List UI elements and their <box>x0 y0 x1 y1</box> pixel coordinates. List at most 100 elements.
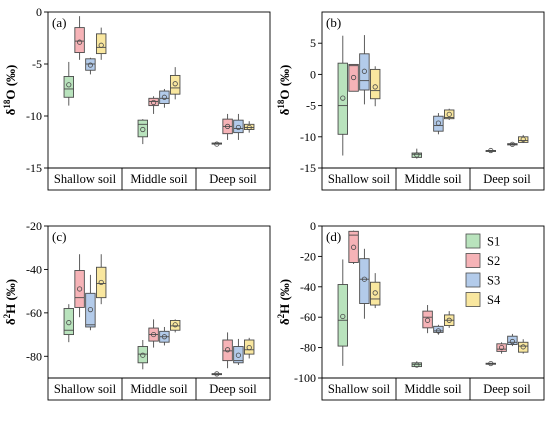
y-tick-label: -40 <box>300 280 316 294</box>
mean-marker <box>414 152 420 158</box>
mean-marker <box>214 371 220 377</box>
y-tick-label: -5 <box>32 57 42 71</box>
mean-marker <box>66 320 72 326</box>
box-S2 <box>74 270 85 308</box>
box-S1 <box>337 284 348 347</box>
box-S4 <box>518 341 529 353</box>
box-S4 <box>370 281 381 306</box>
legend-label: S4 <box>487 293 501 307</box>
box-S4 <box>95 33 107 55</box>
box-S4 <box>169 320 181 331</box>
category-label: Middle soil <box>404 382 462 396</box>
box-S2 <box>496 343 507 352</box>
category-label: Shallow soil <box>54 172 117 186</box>
box-S3 <box>233 119 244 134</box>
mean-marker <box>246 344 252 351</box>
mean-marker <box>214 141 220 147</box>
mean-marker <box>87 306 94 313</box>
y-tick-label: -60 <box>300 310 316 324</box>
mean-marker <box>151 331 157 338</box>
mean-marker <box>350 74 357 81</box>
y-tick-label: -100 <box>294 371 316 385</box>
y-tick-label: -80 <box>26 349 42 363</box>
mean-marker <box>140 126 146 133</box>
panel-label: (c) <box>52 229 66 244</box>
mean-marker <box>372 290 378 296</box>
mean-marker <box>446 317 452 323</box>
mean-marker <box>520 344 526 350</box>
box-S1 <box>63 308 75 336</box>
box-S2 <box>148 97 159 107</box>
category-label: Shallow soil <box>54 382 117 396</box>
mean-marker <box>424 317 431 323</box>
mean-marker <box>98 279 104 286</box>
mean-marker <box>98 42 104 48</box>
category-label: Shallow soil <box>328 382 391 396</box>
y-axis-label: δ2H (‰) <box>276 279 292 325</box>
mean-marker <box>488 147 494 154</box>
category-label: Middle soil <box>130 172 188 186</box>
y-axis-label: δ18O (‰) <box>276 65 292 116</box>
mean-marker <box>350 244 357 250</box>
mean-marker <box>509 141 516 147</box>
mean-marker <box>151 99 157 106</box>
panel-label: (a) <box>52 15 66 30</box>
box-S4 <box>444 109 455 120</box>
box-S3 <box>433 325 444 333</box>
y-tick-label: -15 <box>26 161 42 175</box>
y-tick-label: 0 <box>310 219 316 233</box>
mean-marker <box>140 352 146 358</box>
legend-swatch-S2 <box>465 253 481 268</box>
mean-marker <box>77 39 83 45</box>
mean-marker <box>446 111 452 117</box>
y-tick-label: -15 <box>300 161 316 175</box>
mean-marker <box>235 352 241 358</box>
box-S2 <box>222 339 233 362</box>
y-tick-label: 5 <box>310 36 316 50</box>
box-S1 <box>337 62 348 135</box>
y-tick-label: -60 <box>26 306 42 320</box>
mean-marker <box>225 347 231 353</box>
box-S4 <box>95 266 107 299</box>
panel-frame <box>321 225 545 401</box>
y-axis-label: δ2H (‰) <box>2 279 18 325</box>
mean-marker <box>77 286 83 292</box>
mean-marker <box>361 68 367 74</box>
mean-marker <box>340 95 346 101</box>
box-S3 <box>159 90 170 104</box>
mean-marker <box>172 322 178 328</box>
mean-marker <box>435 328 441 334</box>
mean-marker <box>435 120 441 126</box>
mean-marker <box>225 123 231 130</box>
panel-frame <box>47 11 271 191</box>
legend-swatch-S3 <box>465 272 481 288</box>
y-tick-label: -40 <box>26 262 42 276</box>
y-tick-label: -80 <box>300 341 316 355</box>
legend-label: S3 <box>487 274 500 288</box>
mean-marker <box>361 276 367 282</box>
legend-label: S1 <box>487 235 500 249</box>
box-S3 <box>433 115 444 132</box>
mean-marker <box>498 344 505 351</box>
category-label: Deep soil <box>483 172 531 186</box>
y-tick-label: -5 <box>306 99 316 113</box>
category-label: Deep soil <box>209 382 257 396</box>
box-S4 <box>370 68 381 100</box>
y-tick-label: 0 <box>36 5 42 19</box>
legend-swatch-S4 <box>465 292 481 307</box>
mean-marker <box>87 62 94 68</box>
y-axis-label: δ18O (‰) <box>2 65 18 116</box>
mean-marker <box>246 124 252 131</box>
box-S1 <box>137 346 149 364</box>
mean-marker <box>161 334 167 340</box>
mean-marker <box>520 136 526 142</box>
y-tick-label: -10 <box>300 130 316 144</box>
box-S1 <box>137 119 149 138</box>
y-tick-label: -20 <box>300 249 316 263</box>
panel-frame <box>47 225 271 401</box>
category-label: Deep soil <box>483 382 531 396</box>
box-S4 <box>169 74 181 95</box>
category-label: Middle soil <box>404 172 462 186</box>
mean-marker <box>172 81 178 87</box>
